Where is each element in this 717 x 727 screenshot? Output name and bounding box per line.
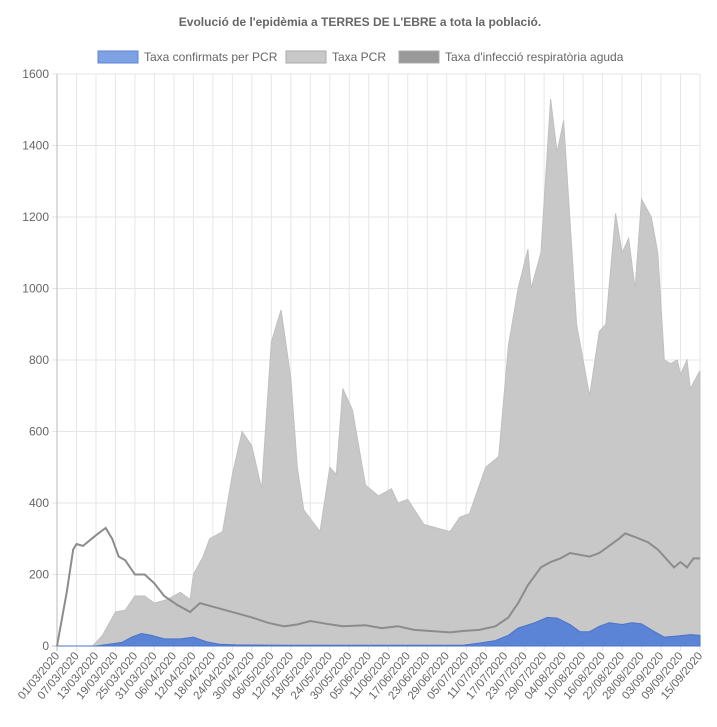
y-tick-label: 0 [42,639,49,653]
legend-swatch [398,50,440,64]
series-taxa-d-infecci-respirat-ria-aguda-line [56,526,700,647]
y-tick-label: 800 [29,353,49,367]
chart-title: Evolució de l'epidèmia a TERRES DE L'EBR… [179,15,541,29]
y-tick-label: 600 [29,425,49,439]
legend-label: Taxa PCR [332,50,386,64]
y-tick-label: 1600 [22,67,49,81]
legend-swatch [285,50,327,64]
series-taxa-confirmats-per-pcr-area [57,616,701,647]
y-tick-label: 400 [29,496,49,510]
y-tick-label: 1200 [22,210,49,224]
y-tick-label: 200 [29,568,49,582]
legend-swatch [97,50,139,64]
y-tick-label: 1400 [22,139,49,153]
y-tick-label: 1000 [22,282,49,296]
legend-label: Taxa confirmats per PCR [144,50,278,64]
legend-label: Taxa d'infecció respiratòria aguda [445,50,624,64]
series-areas [56,98,701,647]
series-taxa-pcr-area [57,98,701,647]
legend: Taxa confirmats per PCR Taxa PCR Taxa d'in… [97,50,624,64]
